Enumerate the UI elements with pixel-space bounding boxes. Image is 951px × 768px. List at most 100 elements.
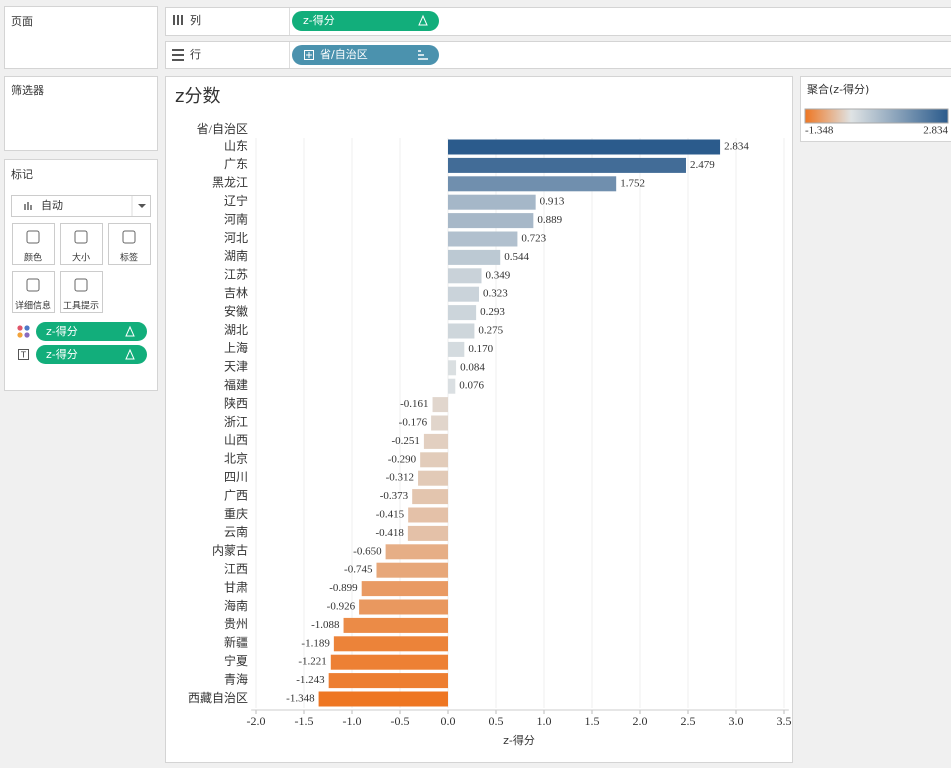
bar[interactable] [432,397,448,413]
bar[interactable] [359,599,448,615]
bar[interactable] [418,470,448,486]
bar[interactable] [361,581,448,597]
bar[interactable] [318,691,448,707]
y-tick-label: 江西 [224,562,248,576]
bar[interactable] [412,489,448,505]
bar[interactable] [330,654,448,670]
shelf-label: 列 [190,13,201,27]
x-tick-label: 0.5 [489,714,504,728]
bar[interactable] [343,617,448,633]
icon [24,332,30,338]
mark-button-label: 详细信息 [15,300,51,312]
x-tick-label: 0.0 [441,714,456,728]
mark-button-label: 标签 [120,252,138,264]
value-label: -1.221 [298,656,326,668]
bar[interactable] [407,525,448,541]
mark-button[interactable] [60,271,103,313]
y-tick-label: 北京 [224,452,248,466]
mark-button-label: 工具提示 [63,301,99,312]
value-label: -0.373 [380,490,409,502]
mark-pill[interactable] [36,345,147,364]
icon [24,325,30,331]
y-tick-label: 甘肃 [224,580,248,594]
x-tick-label: -1.5 [295,714,314,728]
icon [125,348,135,360]
mark-pill[interactable] [36,322,147,341]
value-label: 2.834 [724,141,749,153]
bar[interactable] [328,673,448,689]
bar[interactable] [448,268,482,284]
mark-button[interactable] [12,271,55,313]
icon [17,325,23,331]
bar[interactable] [448,213,534,229]
icon: T [20,351,26,360]
y-tick-label: 湖北 [224,322,248,337]
mark-pill-label: z-得分 [46,348,78,361]
y-tick-label: 海南 [224,598,248,613]
rows-pill[interactable] [292,45,439,65]
bar[interactable] [408,507,448,523]
mark-pill-label: z-得分 [46,325,78,338]
y-tick-label: 安徽 [224,303,248,318]
mark-type: 自动 [41,199,63,212]
value-label: -0.312 [386,472,414,484]
y-tick-label: 新疆 [224,635,248,650]
bar[interactable] [448,249,501,265]
panel-title: 标记 [11,167,33,181]
value-label: -0.899 [329,582,358,594]
value-label: 0.889 [537,214,562,226]
legend-min-label: -1.348 [805,125,834,137]
y-tick-label: 贵州 [224,617,248,631]
icon [26,278,40,292]
bar[interactable] [448,305,477,321]
pages-panel [4,6,158,69]
y-tick-label: 内蒙古 [212,543,248,558]
bar[interactable] [420,452,448,468]
columns-pill[interactable] [292,11,439,31]
icon [306,52,312,58]
bar[interactable] [448,360,457,376]
bar[interactable] [448,139,721,155]
bar[interactable] [448,194,536,210]
bar[interactable] [448,378,456,394]
bar[interactable] [448,323,475,339]
bar[interactable] [376,562,448,578]
icon [173,15,175,25]
bar[interactable] [423,433,448,449]
value-label: 0.293 [480,306,505,318]
dropdown-arrow [138,204,146,208]
y-tick-label: 黑龙江 [212,176,248,190]
y-tick-label: 西藏自治区 [188,691,248,705]
bar[interactable] [431,415,448,431]
legend-title: 聚合(z-得分) [807,82,869,96]
bar[interactable] [448,286,480,302]
filters-panel [4,76,158,151]
bar[interactable] [448,341,465,357]
y-tick-label: 宁夏 [224,653,248,668]
icon [24,204,26,210]
value-label: -0.290 [388,453,417,465]
y-tick-label: 云南 [224,524,248,539]
mark-button-label: 颜色 [24,252,42,264]
bar[interactable] [448,176,617,192]
mark-button[interactable] [12,223,55,265]
bar[interactable] [333,636,448,652]
value-label: -0.176 [399,417,428,429]
value-label: 0.076 [459,380,484,392]
x-tick-label: -1.0 [343,714,362,728]
x-tick-label: 1.0 [537,714,552,728]
bar[interactable] [448,231,518,247]
mark-type-dropdown[interactable] [11,195,151,217]
y-tick-label: 浙江 [224,415,248,429]
x-axis-title: z-得分 [503,734,535,747]
y-tick-label: 重庆 [224,507,248,521]
bar[interactable] [385,544,448,560]
bar[interactable] [448,157,686,173]
columns-pill-label: z-得分 [303,14,335,27]
mark-button[interactable] [108,223,151,265]
y-tick-label: 广西 [224,488,248,502]
mark-button[interactable] [60,223,103,265]
icon [172,59,184,61]
shelf-label: 行 [190,48,201,61]
sort-icon[interactable] [418,50,428,60]
